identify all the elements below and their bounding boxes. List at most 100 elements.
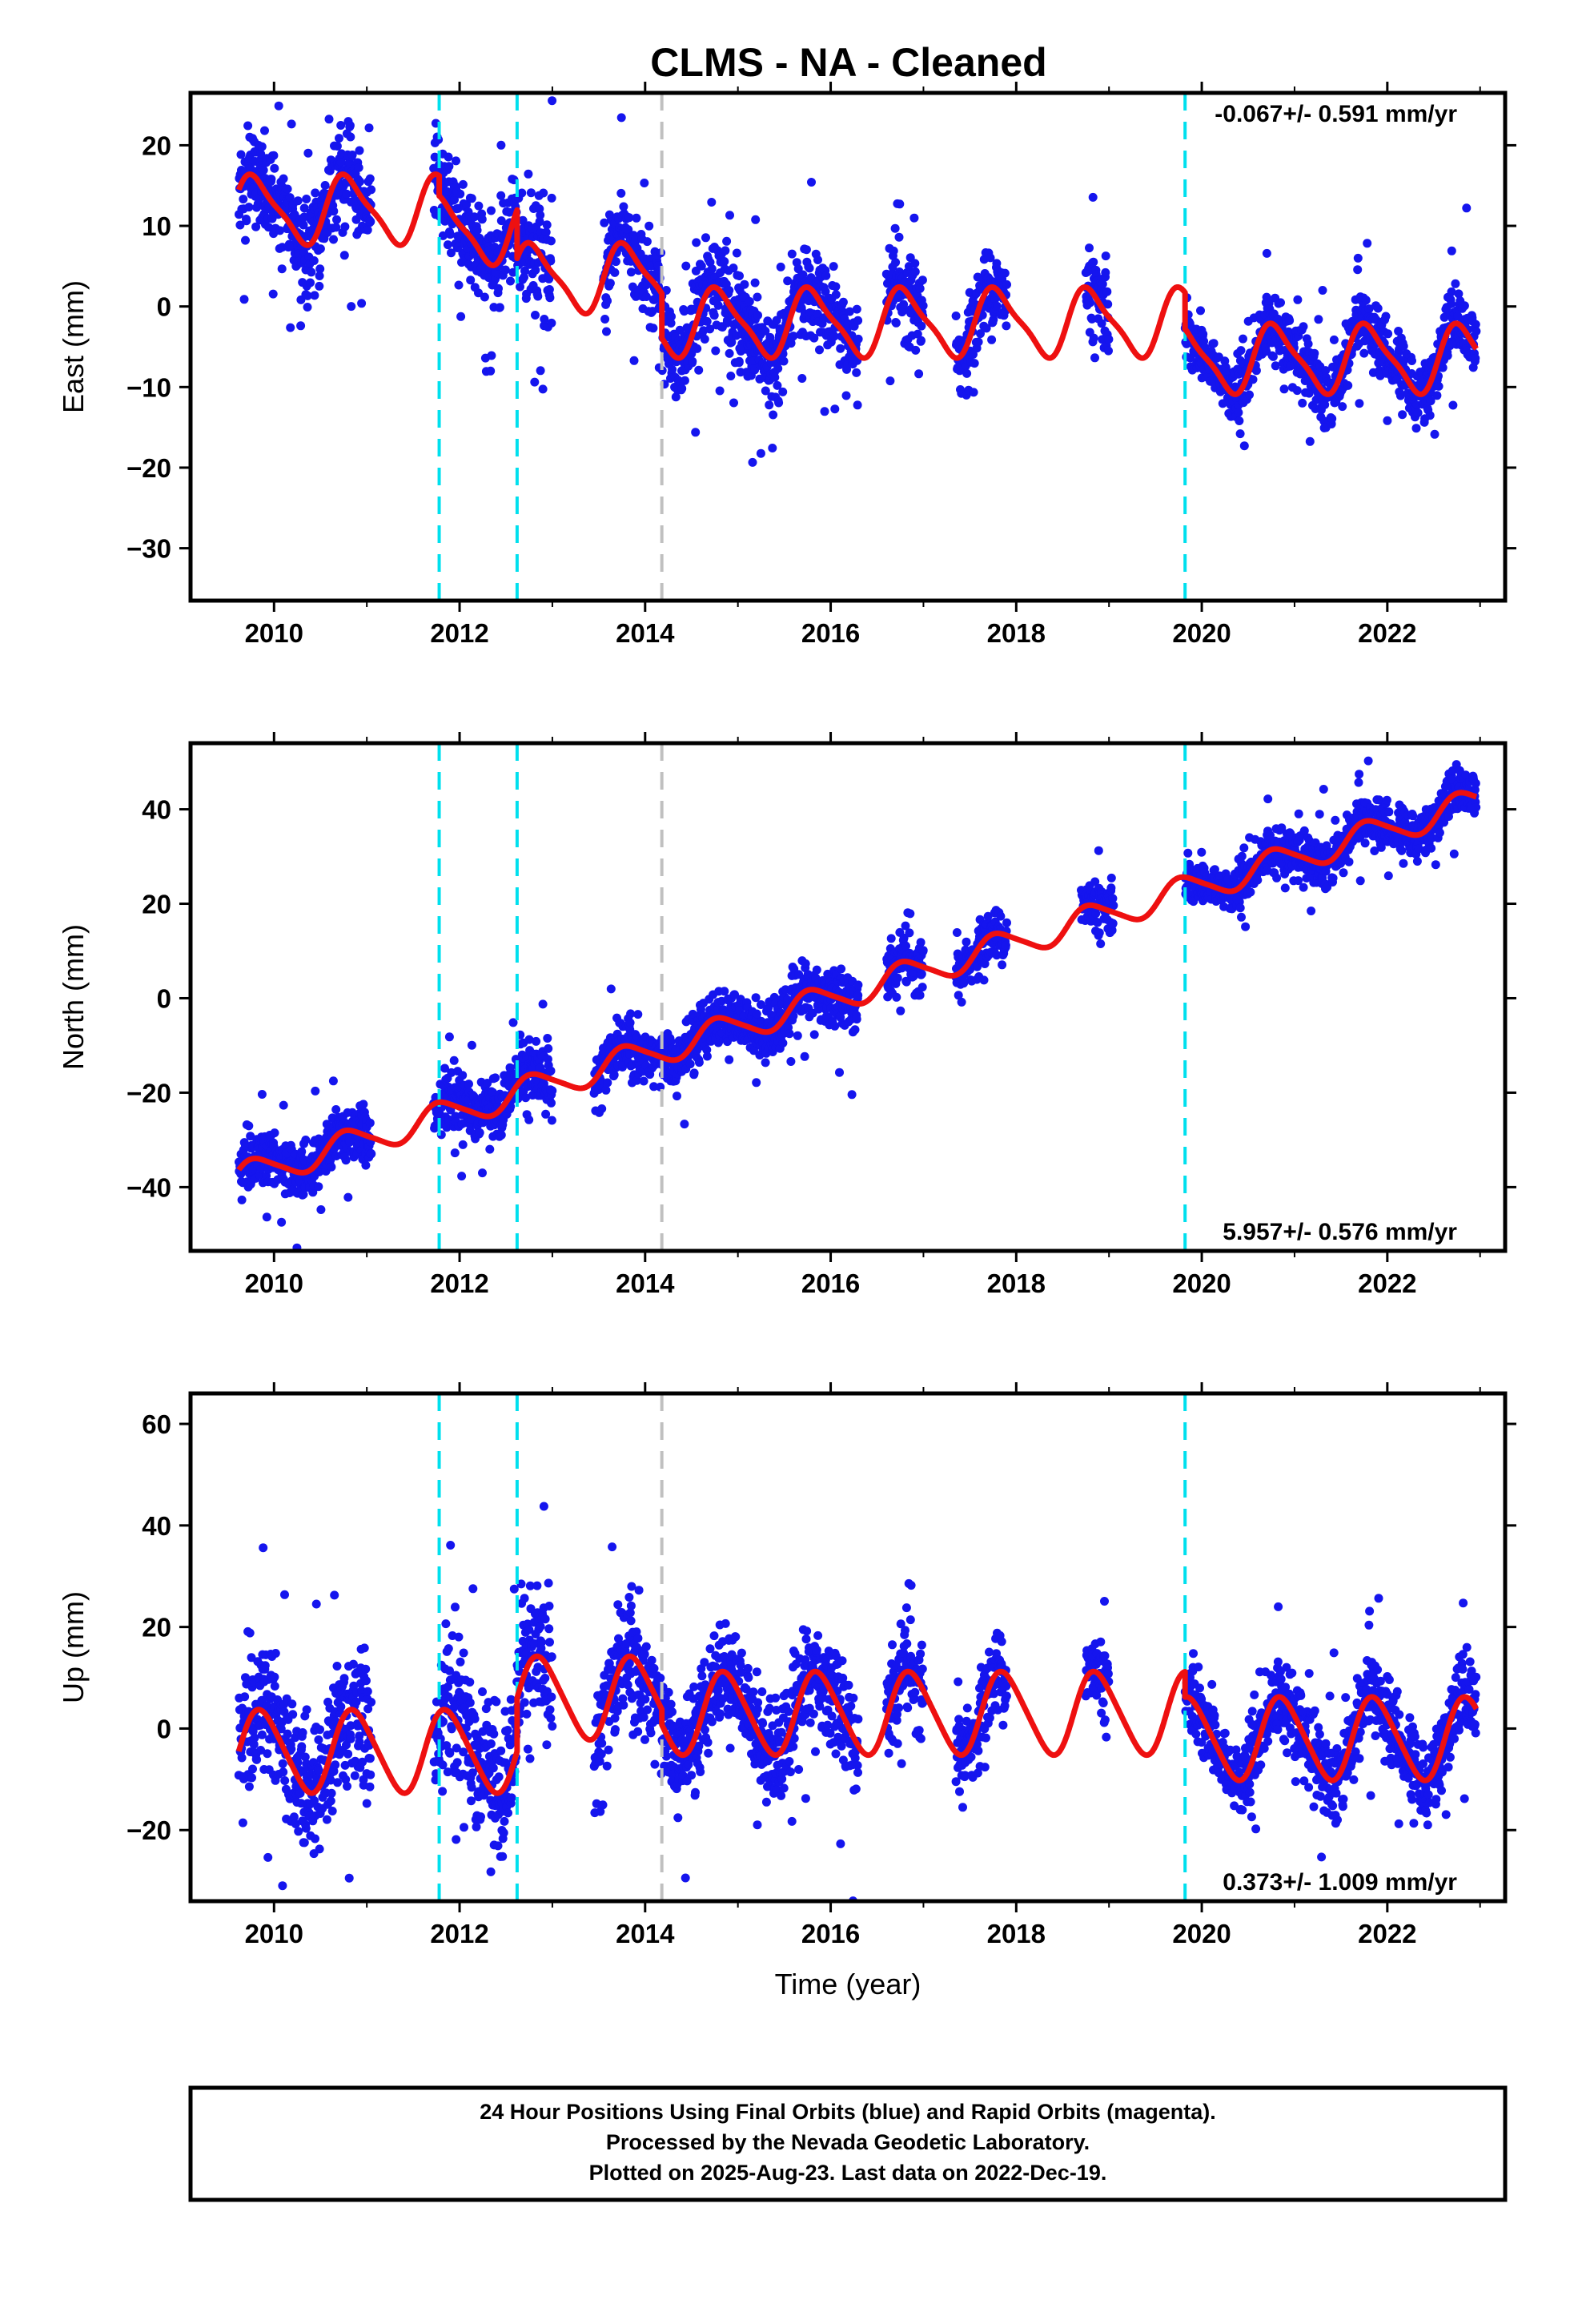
data-point	[1321, 366, 1331, 376]
data-point	[720, 987, 729, 996]
data-point	[270, 1128, 279, 1138]
data-point	[1101, 251, 1110, 261]
data-point	[545, 293, 555, 303]
data-point	[532, 1036, 541, 1046]
data-point	[957, 997, 966, 1007]
data-point	[1279, 384, 1289, 394]
data-point	[508, 267, 518, 277]
data-point	[639, 1076, 648, 1086]
data-point	[500, 265, 510, 275]
x-tick-label: 2018	[987, 618, 1046, 648]
data-point	[1425, 411, 1435, 420]
data-point	[898, 306, 908, 316]
data-point	[320, 181, 330, 190]
data-point	[905, 909, 915, 919]
data-point	[363, 225, 372, 235]
data-point	[1285, 316, 1295, 325]
data-point	[680, 376, 689, 385]
data-point	[524, 169, 533, 179]
data-point	[267, 175, 276, 184]
data-point	[491, 1073, 500, 1083]
data-point	[793, 1031, 802, 1040]
data-point	[806, 273, 816, 283]
data-point	[1239, 441, 1249, 451]
north-panel: 2010 2012 2014 2016 2018 2020 2022−40−2002040N…	[57, 732, 1516, 1298]
data-point	[1327, 414, 1337, 424]
data-point	[915, 991, 925, 1000]
data-point	[641, 292, 651, 301]
data-point	[750, 278, 760, 287]
data-point	[693, 344, 702, 353]
data-point	[625, 1018, 635, 1027]
data-point	[347, 302, 356, 312]
data-point	[277, 1217, 287, 1227]
data-point	[336, 158, 346, 167]
data-point	[673, 1092, 681, 1101]
data-point	[467, 1040, 476, 1050]
y-tick-label: 40	[142, 795, 171, 825]
data-point	[720, 257, 729, 266]
data-point	[544, 274, 554, 283]
data-point	[536, 211, 545, 220]
x-tick-label: 2020	[1172, 1269, 1231, 1298]
data-point	[496, 216, 506, 226]
data-point	[1344, 857, 1354, 866]
data-point	[701, 233, 710, 243]
data-point	[986, 253, 995, 263]
data-point	[1293, 295, 1303, 304]
data-point	[801, 245, 811, 255]
data-point	[809, 333, 819, 343]
data-point	[1103, 300, 1113, 309]
data-point	[457, 1172, 467, 1181]
data-point	[548, 1086, 557, 1096]
data-point	[309, 256, 319, 265]
data-point	[916, 938, 926, 947]
data-point	[1000, 268, 1010, 278]
data-point	[301, 1136, 311, 1144]
data-point	[485, 1144, 495, 1154]
data-point	[474, 288, 483, 298]
data-point	[340, 222, 350, 231]
data-point	[347, 151, 357, 159]
data-point	[1307, 907, 1316, 915]
data-point	[302, 195, 311, 203]
y-tick-label: 0	[157, 292, 171, 322]
data-point	[909, 213, 919, 223]
data-point	[470, 212, 480, 222]
data-point	[526, 188, 536, 198]
data-point	[474, 201, 484, 211]
data-point	[542, 220, 552, 230]
data-point	[1245, 390, 1254, 400]
data-point	[1394, 327, 1403, 336]
data-point	[821, 287, 830, 296]
data-point	[993, 301, 1002, 311]
data-point	[889, 246, 898, 255]
data-point	[837, 964, 846, 974]
data-point	[911, 345, 921, 355]
data-point	[886, 934, 896, 943]
data-point	[329, 235, 338, 244]
x-tick-label: 2010	[245, 618, 303, 648]
data-point	[962, 368, 972, 378]
data-point	[477, 215, 487, 224]
data-point	[917, 969, 926, 979]
data-point	[1343, 380, 1353, 390]
data-point	[1102, 287, 1112, 296]
data-point	[345, 121, 355, 131]
data-point	[1089, 257, 1098, 267]
data-point	[1305, 436, 1315, 446]
data-point	[327, 1162, 336, 1172]
data-point	[1276, 298, 1285, 308]
data-point	[458, 1071, 468, 1080]
data-point	[685, 1059, 695, 1069]
data-point	[732, 248, 741, 258]
data-point	[1364, 304, 1374, 314]
data-point	[299, 203, 309, 213]
data-point	[756, 448, 765, 458]
data-point	[1234, 408, 1243, 417]
data-point	[311, 188, 320, 198]
data-point	[853, 400, 862, 410]
data-point	[829, 262, 838, 271]
data-point	[761, 386, 770, 396]
data-point	[445, 230, 455, 239]
